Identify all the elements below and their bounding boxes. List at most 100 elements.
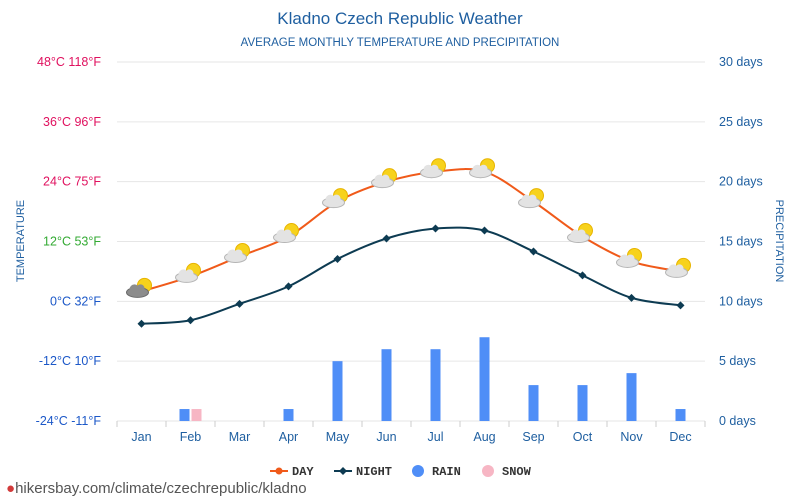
rain-bar [626, 373, 637, 421]
rain-bar [179, 409, 190, 421]
legend-marker [339, 467, 347, 475]
x-tick-label: Jun [376, 430, 396, 444]
temperature-lines [137, 168, 685, 328]
legend-item-rain: RAIN [412, 465, 461, 479]
left-tick-label: 0°C 32°F [50, 294, 101, 308]
right-axis-title: PRECIPITATION [773, 200, 785, 283]
x-tick-label: Jan [131, 430, 151, 444]
partly-cloudy-icon [469, 158, 495, 179]
pin-icon: ● [6, 480, 16, 497]
rain-bar [577, 385, 588, 421]
night-point [431, 224, 440, 233]
left-tick-label: 36°C 96°F [43, 115, 101, 129]
legend: DAY NIGHT RAIN SNOW [270, 465, 532, 479]
partly-cloudy-icon [273, 223, 299, 244]
x-tick-label: May [326, 430, 350, 444]
left-tick-label: 12°C 53°F [43, 235, 101, 249]
cloud-icon [283, 229, 292, 238]
source-watermark[interactable]: ●hikersbay.com/climate/czechrepublic/kla… [6, 480, 307, 497]
cloud-icon [430, 164, 439, 173]
legend-label: DAY [292, 465, 314, 479]
chart-subtitle: AVERAGE MONTHLY TEMPERATURE AND PRECIPIT… [241, 37, 560, 49]
rain-bar [332, 361, 343, 421]
x-tick-label: Mar [229, 430, 251, 444]
x-tick-label: Apr [279, 430, 298, 444]
night-point [480, 226, 489, 235]
night-point [235, 299, 244, 308]
watermark-text: hikersbay.com/climate/czechrepublic/klad… [15, 480, 307, 497]
cloud-icon [332, 194, 341, 203]
legend-item-night: NIGHT [334, 465, 392, 479]
axes: 48°C 118°F 36°C 96°F 24°C 75°F 12°C 53°F 0°C… [15, 55, 785, 444]
rain-bar [430, 349, 441, 421]
legend-label: RAIN [432, 465, 461, 479]
night-point [333, 254, 342, 263]
partly-cloudy-icon [616, 247, 642, 268]
night-line [141, 226, 681, 325]
cloud-icon [528, 194, 537, 203]
right-tick-label: 5 days [719, 354, 756, 368]
night-point [186, 316, 195, 325]
x-tick-label: Aug [473, 430, 495, 444]
cloud-icon [479, 164, 488, 173]
x-tick-label: Nov [620, 430, 643, 444]
rain-bar [381, 349, 392, 421]
night-point [529, 247, 538, 256]
partly-cloudy-icon [567, 223, 593, 244]
right-tick-label: 10 days [719, 294, 763, 308]
right-tick-label: 25 days [719, 115, 763, 129]
cloud-icon [626, 254, 635, 263]
partly-cloudy-icon [665, 257, 691, 278]
grid-lines [116, 61, 706, 427]
partly-cloudy-icon [224, 242, 250, 263]
cloud-icon [675, 264, 684, 273]
right-tick-label: 0 days [719, 414, 756, 428]
chart-title: Kladno Czech Republic Weather [277, 9, 523, 28]
day-line [141, 168, 681, 293]
night-point [627, 293, 636, 302]
night-point [676, 301, 685, 310]
rain-bar [283, 409, 294, 421]
legend-swatch [412, 465, 424, 477]
partly-cloudy-icon [518, 188, 544, 209]
cloud-icon [381, 174, 390, 183]
precipitation-bars [179, 337, 686, 421]
partly-cloudy-icon [371, 168, 397, 189]
right-tick-label: 30 days [719, 55, 763, 69]
x-tick-label: Feb [180, 430, 202, 444]
left-axis-title: TEMPERATURE [15, 200, 27, 282]
legend-marker [275, 467, 283, 475]
legend-item-snow: SNOW [482, 465, 532, 479]
cloud-icon [577, 229, 586, 238]
night-point [578, 271, 587, 280]
night-point [284, 282, 293, 291]
x-tick-label: Sep [522, 430, 544, 444]
partly-cloudy-icon [420, 158, 446, 179]
partly-cloudy-icon [126, 277, 152, 298]
legend-swatch [482, 465, 494, 477]
cloud-icon [234, 249, 243, 258]
night-point [137, 319, 146, 328]
left-tick-label: 48°C 118°F [37, 55, 101, 69]
left-tick-label: 24°C 75°F [43, 175, 101, 189]
night-point [382, 234, 391, 243]
x-tick-label: Dec [669, 430, 691, 444]
left-tick-label: -24°C -11°F [36, 414, 102, 428]
x-tick-label: Oct [573, 430, 593, 444]
legend-label: SNOW [502, 465, 532, 479]
left-tick-label: -12°C 10°F [39, 354, 101, 368]
cloud-icon [185, 269, 194, 278]
partly-cloudy-icon [175, 262, 201, 283]
snow-bar [191, 409, 202, 421]
rain-bar [528, 385, 539, 421]
x-tick-label: Jul [428, 430, 444, 444]
legend-label: NIGHT [356, 465, 392, 479]
right-tick-label: 20 days [719, 175, 763, 189]
right-tick-label: 15 days [719, 235, 763, 249]
partly-cloudy-icon [322, 188, 348, 209]
rain-bar [675, 409, 686, 421]
cloud-icon [136, 284, 145, 293]
legend-item-day: DAY [270, 465, 314, 479]
weather-icons [126, 158, 691, 298]
